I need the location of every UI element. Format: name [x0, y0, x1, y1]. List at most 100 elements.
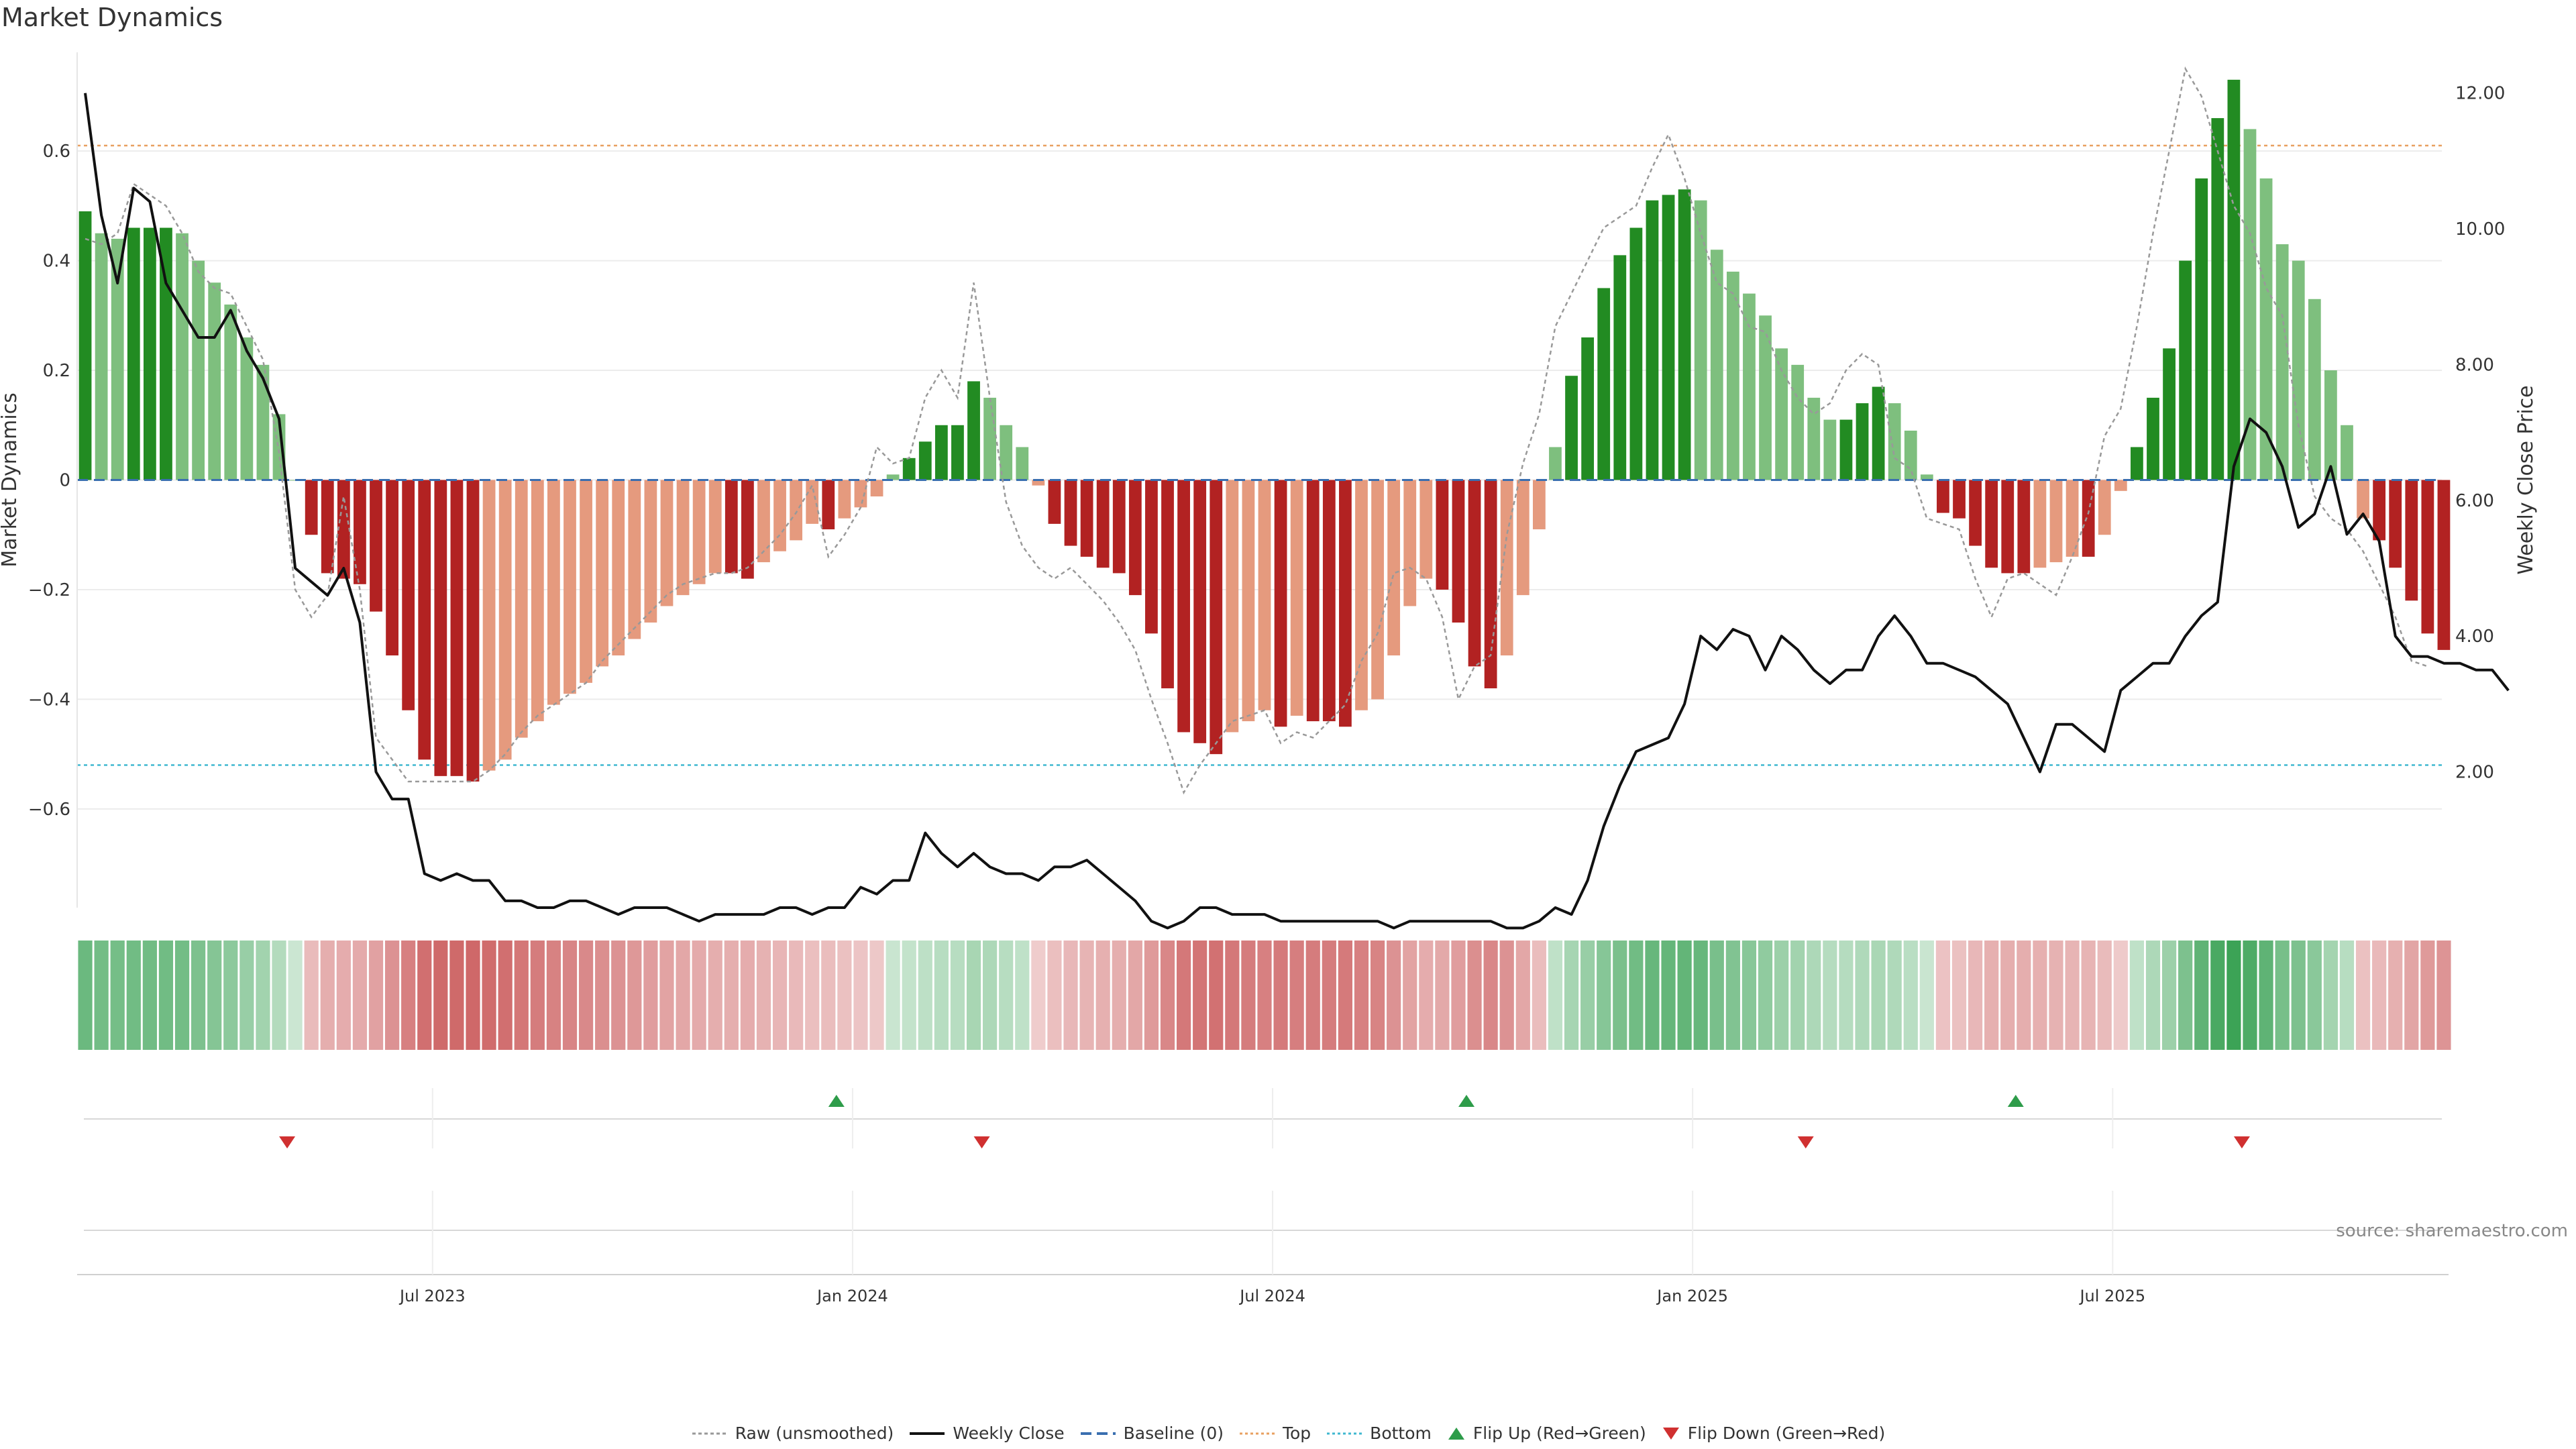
heatmap-cell: [352, 941, 368, 1050]
dynamics-bar: [2147, 397, 2159, 480]
dynamics-bar: [2341, 425, 2353, 480]
flip-up-icon: [1448, 1427, 1464, 1440]
heatmap-cell: [256, 941, 270, 1050]
dynamics-bar: [111, 238, 124, 480]
heatmap-cell: [1483, 941, 1498, 1050]
heatmap-cell: [659, 941, 674, 1050]
legend-item-flip-up: Flip Up (Red→Green): [1446, 1424, 1646, 1443]
y-tick-label: 0.4: [43, 252, 70, 272]
dynamics-bar: [1112, 480, 1126, 574]
dynamics-bar: [886, 474, 900, 480]
heatmap-cell: [1467, 941, 1482, 1050]
heatmap-cell: [708, 941, 722, 1050]
dynamics-bar: [2405, 480, 2418, 601]
heatmap-cell: [1855, 941, 1870, 1050]
flip-up-marker: [1458, 1095, 1475, 1107]
legend-item-raw: Raw (unsmoothed): [691, 1424, 894, 1443]
dynamics-bar: [2017, 480, 2031, 574]
dynamics-bar: [531, 480, 544, 722]
dynamics-bar: [1694, 200, 1707, 480]
heatmap-cell: [1160, 941, 1175, 1050]
dynamics-bar: [1322, 480, 1336, 722]
heatmap-cell: [1047, 941, 1062, 1050]
dynamics-bar: [2033, 480, 2047, 568]
heatmap-cell: [2113, 941, 2128, 1050]
dynamics-bar: [240, 337, 254, 480]
dynamics-bar: [983, 397, 997, 480]
heatmap-cell: [1128, 941, 1142, 1050]
heatmap-cell: [837, 941, 852, 1050]
dynamics-bar: [1888, 403, 1901, 480]
heatmap-cell: [676, 941, 690, 1050]
dynamics-bar: [2243, 129, 2257, 480]
heatmap-cell: [1661, 941, 1676, 1050]
heatmap-cell: [1823, 941, 1837, 1050]
heatmap-cell: [2404, 941, 2419, 1050]
dynamics-bar: [724, 480, 738, 574]
dynamics-bar: [2421, 480, 2434, 634]
dynamics-bar: [1048, 480, 1061, 524]
dynamics-bar: [612, 480, 625, 656]
heatmap-cell: [384, 941, 400, 1050]
legend-close-label: Weekly Close: [953, 1424, 1065, 1443]
dynamics-bar: [2049, 480, 2063, 563]
dynamics-bar: [143, 227, 156, 480]
dynamics-bar: [741, 480, 754, 579]
heatmap-cell: [611, 941, 626, 1050]
dynamics-bar: [1678, 189, 1691, 480]
heatmap-cell: [966, 941, 981, 1050]
heatmap-cell: [2145, 941, 2161, 1050]
heatmap-cell: [368, 941, 384, 1050]
heatmap-cell: [1305, 941, 1320, 1050]
heatmap-cell: [1338, 941, 1353, 1050]
heatmap-cell: [692, 941, 706, 1050]
heatmap-cell: [562, 941, 578, 1050]
heatmap-cell: [1354, 941, 1369, 1050]
y2-tick-label: 10.00: [2455, 219, 2505, 239]
dynamics-bar: [1436, 480, 1449, 590]
dynamics-bar: [1872, 386, 1885, 480]
legend-flip-up-label: Flip Up (Red→Green): [1472, 1424, 1646, 1443]
heatmap-cell: [627, 941, 642, 1050]
heatmap-cell: [304, 941, 319, 1050]
heatmap-cell: [2049, 941, 2063, 1050]
bars-layer: [78, 79, 2451, 782]
heatmap-cell: [546, 941, 561, 1050]
heatmap-cell: [126, 941, 141, 1050]
heatmap-cell: [1193, 941, 1208, 1050]
heatmap-cell: [158, 941, 174, 1050]
heatmap-cell: [1031, 941, 1046, 1050]
legend-item-top: Top: [1238, 1424, 1311, 1443]
heatmap-cell: [1693, 941, 1708, 1050]
dynamics-bar: [1904, 430, 1917, 480]
dynamics-bar: [1080, 480, 1093, 557]
dynamics-bar: [918, 441, 932, 480]
dynamics-bar: [1613, 255, 1627, 480]
heatmap-cell: [1063, 941, 1078, 1050]
heatmap-cell: [1435, 941, 1450, 1050]
dynamics-bar: [2324, 370, 2337, 480]
dynamics-bar: [127, 227, 140, 480]
heatmap-cell: [514, 941, 529, 1050]
dynamics-bar: [1419, 480, 1433, 579]
dynamics-bar: [806, 480, 819, 524]
dynamics-bar: [2389, 480, 2402, 568]
heatmap-cell: [2194, 941, 2209, 1050]
dynamics-bar: [1710, 250, 1723, 480]
heatmap-cell: [1015, 941, 1030, 1050]
dynamics-bar: [1969, 480, 1982, 546]
heatmap-cell: [1758, 941, 1773, 1050]
dynamics-bar: [708, 480, 722, 574]
heatmap-cell: [2226, 941, 2241, 1050]
dynamics-bar: [2131, 447, 2143, 480]
dynamics-bar: [870, 480, 883, 497]
dynamics-bar: [2195, 178, 2208, 480]
heatmap-cell: [1289, 941, 1304, 1050]
heatmap-cell: [1887, 941, 1902, 1050]
legend-flip-down-label: Flip Down (Green→Red): [1687, 1424, 1886, 1443]
dynamics-bar: [224, 304, 237, 480]
dynamics-bar: [2357, 480, 2369, 519]
dynamics-bar: [1759, 315, 1772, 480]
heatmap-cell: [142, 941, 157, 1050]
heatmap-cell: [1515, 941, 1530, 1050]
